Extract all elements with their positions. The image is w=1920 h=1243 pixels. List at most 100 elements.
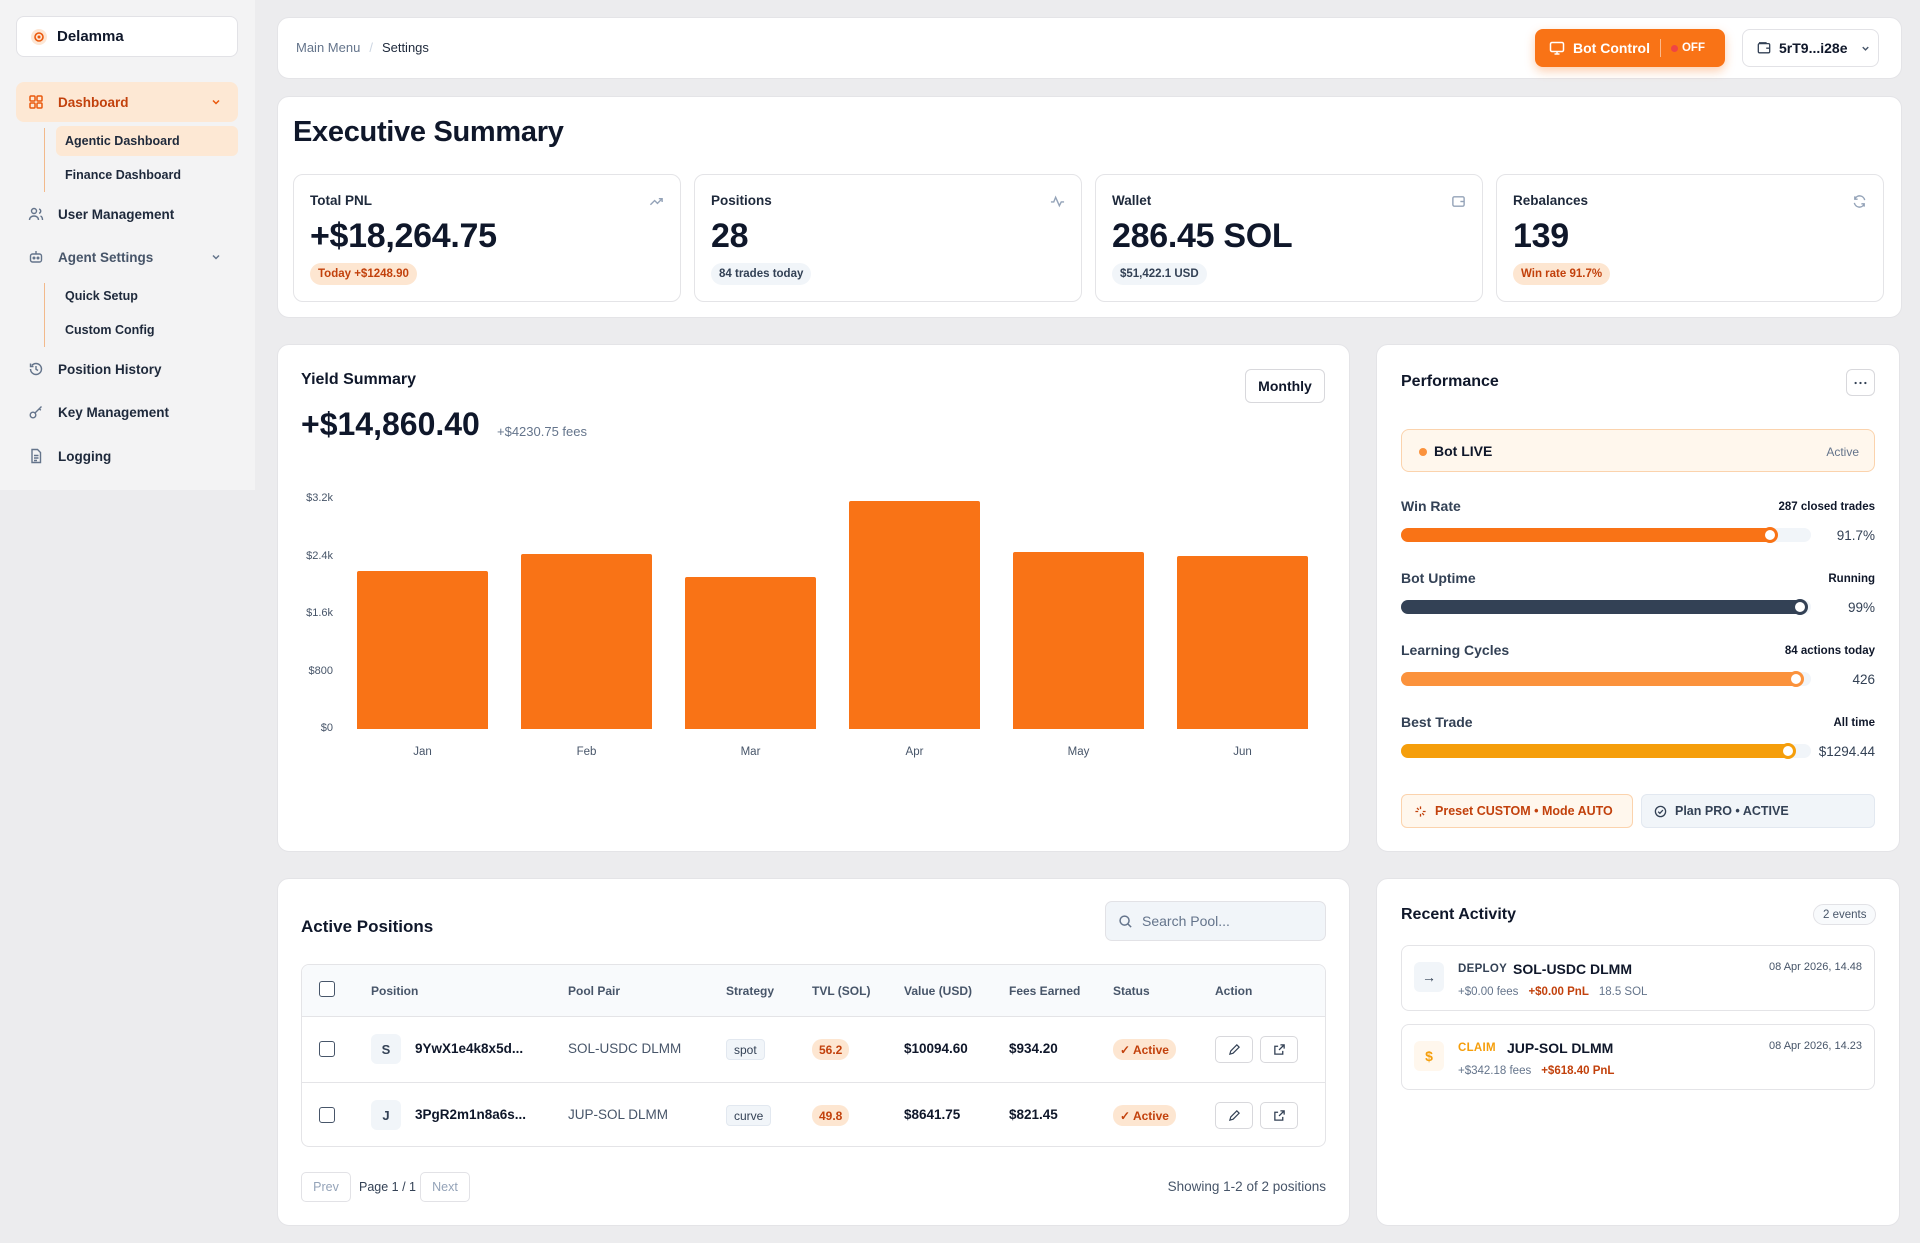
edit-button[interactable] — [1215, 1102, 1253, 1129]
sidebar-item-key-management[interactable]: Key Management — [16, 392, 238, 432]
sidebar-item-user-management[interactable]: User Management — [16, 194, 238, 234]
position-id[interactable]: 3PgR2m1n8a6s... — [415, 1107, 527, 1122]
brand[interactable]: Delamma — [16, 16, 238, 57]
sidebar-item-label: Custom Config — [65, 323, 155, 337]
strategy-badge: spot — [726, 1039, 765, 1060]
status-dot-icon — [1670, 44, 1678, 52]
sidebar-item-agentic-dashboard[interactable]: Agentic Dashboard — [56, 126, 238, 156]
wallet-icon — [1452, 196, 1465, 207]
trending-up-icon — [649, 197, 663, 206]
table-row[interactable]: J 3PgR2m1n8a6s... JUP-SOL DLMM curve 49.… — [302, 1082, 1325, 1146]
period-label: Monthly — [1258, 378, 1312, 394]
bot-live-status: Bot LIVE Active — [1401, 429, 1875, 472]
page-indicator: Page 1 / 1 — [359, 1180, 416, 1194]
table-row[interactable]: S 9YwX1e4k8x5d... SOL-USDC DLMM spot 56.… — [302, 1017, 1325, 1082]
wallet-address: 5rT9...i28e — [1779, 40, 1848, 56]
stat-card-positions: Positions 28 84 trades today — [694, 174, 1082, 302]
search-input[interactable]: Search Pool... — [1105, 901, 1326, 941]
chart-bar[interactable] — [357, 570, 488, 729]
chart-bar[interactable] — [685, 576, 816, 729]
select-all-checkbox[interactable] — [319, 981, 335, 997]
brand-name: Delamma — [57, 28, 124, 45]
chart-bar[interactable] — [521, 553, 652, 729]
metric-value: 99% — [1847, 600, 1875, 615]
sidebar-item-label: Dashboard — [58, 94, 129, 110]
search-placeholder: Search Pool... — [1142, 913, 1230, 929]
activity-event[interactable]: → DEPLOY SOL-USDC DLMM 08 Apr 2026, 14.4… — [1401, 945, 1875, 1011]
chart-bar[interactable] — [1177, 555, 1308, 729]
live-label: Bot LIVE — [1434, 443, 1493, 459]
progress-track — [1401, 527, 1811, 543]
stat-badge: $51,422.1 USD — [1112, 263, 1207, 285]
value-usd: $10094.60 — [904, 1041, 968, 1056]
sidebar-item-dashboard[interactable]: Dashboard — [16, 82, 238, 122]
metric-subtext: Running — [1828, 573, 1875, 585]
row-checkbox[interactable] — [319, 1041, 335, 1057]
sidebar-item-label: User Management — [58, 206, 175, 222]
sidebar-item-label: Agentic Dashboard — [65, 134, 180, 148]
column-header[interactable]: Fees Earned — [1009, 984, 1081, 998]
sidebar-item-label: Key Management — [58, 404, 170, 420]
avatar: S — [371, 1034, 401, 1064]
table-header: Position Pool Pair Strategy TVL (SOL) Va… — [302, 965, 1325, 1017]
event-fees: +$0.00 fees — [1458, 986, 1519, 998]
yield-total: +$14,860.40 — [301, 406, 480, 442]
stat-label: Total PNL — [310, 193, 372, 208]
bot-control-button[interactable]: Bot Control OFF — [1535, 29, 1725, 67]
sidebar-item-label: Quick Setup — [65, 289, 138, 303]
column-header[interactable]: TVL (SOL) — [812, 984, 871, 998]
sidebar-item-agent-settings[interactable]: Agent Settings — [16, 237, 238, 277]
event-time: 08 Apr 2026, 14.48 — [1769, 961, 1862, 973]
logo-icon — [31, 28, 47, 45]
performance-title: Performance — [1401, 373, 1499, 390]
sidebar-item-position-history[interactable]: Position History — [16, 349, 238, 389]
column-header[interactable]: Position — [371, 984, 419, 998]
activity-event[interactable]: $ CLAIM JUP-SOL DLMM 08 Apr 2026, 14.23 … — [1401, 1024, 1875, 1090]
preset-badge[interactable]: Preset CUSTOM • Mode AUTO — [1401, 794, 1633, 828]
yield-fees: +$4230.75 fees — [497, 424, 587, 439]
pool-pair: JUP-SOL DLMM — [568, 1107, 669, 1122]
prev-page-button[interactable]: Prev — [301, 1172, 351, 1202]
positions-title: Active Positions — [301, 917, 434, 936]
chevron-down-icon — [212, 254, 220, 260]
x-tick-label: May — [1067, 746, 1090, 758]
file-text-icon — [31, 448, 42, 464]
open-external-button[interactable] — [1260, 1036, 1298, 1063]
column-header[interactable]: Status — [1113, 984, 1150, 998]
wallet-selector[interactable]: 5rT9...i28e — [1742, 29, 1879, 67]
chart-bar[interactable] — [849, 501, 980, 729]
progress-handle — [1779, 743, 1796, 759]
column-header[interactable]: Value (USD) — [904, 984, 973, 998]
chart-bar[interactable] — [1013, 552, 1144, 729]
sidebar-item-quick-setup[interactable]: Quick Setup — [56, 281, 238, 311]
position-id[interactable]: 9YwX1e4k8x5d... — [415, 1041, 524, 1056]
x-tick-label: Feb — [576, 746, 597, 758]
breadcrumb-root[interactable]: Main Menu — [296, 40, 361, 55]
breadcrumb: Main Menu / Settings — [296, 40, 429, 55]
metric-subtext: 287 closed trades — [1778, 501, 1875, 513]
stat-badge: Win rate 91.7% — [1513, 263, 1611, 285]
prev-label: Prev — [313, 1180, 339, 1194]
plan-badge[interactable]: Plan PRO • ACTIVE — [1641, 794, 1875, 828]
sidebar-item-logging[interactable]: Logging — [16, 436, 238, 476]
more-horizontal-icon — [1854, 381, 1867, 384]
column-header[interactable]: Strategy — [726, 984, 775, 998]
next-page-button[interactable]: Next — [420, 1172, 470, 1202]
row-checkbox[interactable] — [319, 1107, 335, 1123]
stat-badge: 84 trades today — [711, 263, 812, 285]
events-count-badge: 2 events — [1813, 904, 1877, 925]
column-header[interactable]: Pool Pair — [568, 984, 621, 998]
event-title: JUP-SOL DLMM — [1507, 1040, 1614, 1056]
open-external-button[interactable] — [1260, 1102, 1298, 1129]
sidebar-item-finance-dashboard[interactable]: Finance Dashboard — [56, 160, 238, 190]
sidebar-item-custom-config[interactable]: Custom Config — [56, 315, 238, 345]
status-badge: ✓ Active — [1113, 1039, 1176, 1060]
more-options-button[interactable] — [1846, 369, 1875, 396]
event-fees: +$342.18 fees — [1458, 1065, 1532, 1077]
progress-fill — [1401, 744, 1795, 758]
event-kind: DEPLOY — [1458, 963, 1508, 975]
strategy-badge: curve — [726, 1105, 772, 1126]
edit-button[interactable] — [1215, 1036, 1253, 1063]
period-select[interactable]: Monthly — [1245, 369, 1325, 403]
chevron-down-icon — [212, 99, 220, 105]
